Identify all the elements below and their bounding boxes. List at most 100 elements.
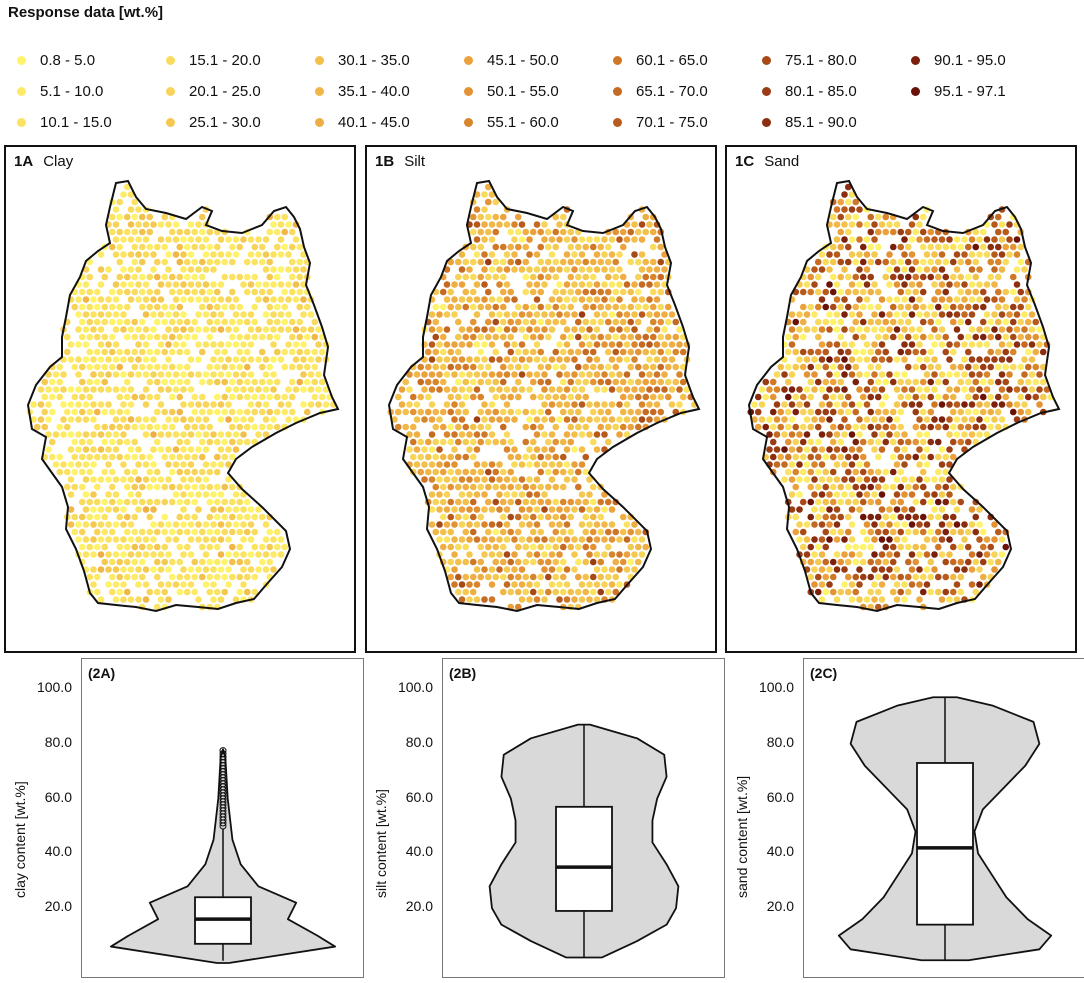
map-point bbox=[991, 266, 998, 273]
map-point bbox=[616, 566, 623, 573]
map-point bbox=[406, 446, 413, 453]
map-point bbox=[195, 266, 202, 273]
map-point bbox=[213, 378, 221, 386]
map-point bbox=[837, 408, 845, 416]
map-point bbox=[593, 566, 601, 573]
map-point bbox=[848, 536, 856, 543]
map-point bbox=[243, 333, 251, 341]
map-point bbox=[417, 363, 425, 371]
map-point bbox=[653, 356, 661, 363]
map-point bbox=[93, 303, 101, 311]
map-point bbox=[578, 266, 586, 273]
map-point bbox=[270, 416, 277, 423]
map-point bbox=[428, 491, 436, 498]
map-point bbox=[908, 281, 916, 288]
map-point bbox=[916, 221, 923, 228]
map-point bbox=[623, 566, 631, 573]
map-point bbox=[270, 251, 277, 258]
map-point bbox=[976, 386, 983, 393]
map-point bbox=[258, 243, 266, 251]
map-point bbox=[217, 566, 225, 573]
map-point bbox=[957, 543, 965, 551]
map-point bbox=[97, 596, 105, 603]
map-point bbox=[469, 558, 477, 566]
map-point bbox=[511, 386, 518, 393]
map-point bbox=[848, 221, 856, 228]
map-point bbox=[75, 446, 82, 453]
map-point bbox=[131, 483, 139, 491]
map-point bbox=[833, 341, 841, 348]
map-point bbox=[949, 348, 957, 356]
map-point bbox=[949, 543, 957, 551]
map-point bbox=[541, 236, 548, 243]
map-point bbox=[469, 318, 477, 326]
map-point bbox=[1006, 311, 1013, 318]
map-point bbox=[919, 333, 927, 341]
map-point bbox=[176, 393, 184, 401]
map-point bbox=[897, 483, 905, 491]
map-point bbox=[315, 371, 322, 378]
map-point bbox=[514, 558, 522, 566]
map-point bbox=[303, 408, 311, 416]
map-point bbox=[537, 528, 545, 536]
map-point bbox=[616, 371, 623, 378]
map-point bbox=[563, 431, 571, 438]
map-point bbox=[157, 521, 165, 528]
map-point bbox=[477, 483, 485, 491]
map-point bbox=[1024, 333, 1032, 341]
map-point bbox=[270, 356, 277, 363]
map-point bbox=[818, 431, 826, 438]
map-point bbox=[157, 476, 165, 483]
map-point bbox=[492, 498, 500, 506]
map-point bbox=[496, 371, 503, 378]
map-point bbox=[976, 536, 983, 543]
map-point bbox=[101, 453, 109, 461]
map-point bbox=[195, 476, 202, 483]
map-point bbox=[221, 528, 229, 536]
map-point bbox=[593, 416, 601, 423]
map-point bbox=[469, 243, 477, 251]
map-point bbox=[458, 596, 466, 603]
map-point bbox=[60, 401, 67, 408]
map-point bbox=[522, 318, 530, 326]
map-point bbox=[492, 333, 500, 341]
map-point bbox=[300, 296, 307, 303]
map-point bbox=[481, 536, 488, 543]
map-point bbox=[616, 536, 623, 543]
map-point bbox=[436, 506, 443, 513]
map-point bbox=[473, 221, 481, 228]
map-point bbox=[874, 348, 882, 356]
map-point bbox=[998, 251, 1006, 258]
map-point bbox=[582, 273, 590, 281]
map-point bbox=[1039, 393, 1047, 401]
map-point bbox=[852, 303, 860, 311]
map-point bbox=[206, 288, 214, 296]
y-axis-label: silt content [wt.%] bbox=[373, 789, 389, 898]
map-point bbox=[972, 258, 980, 266]
map-point bbox=[889, 498, 897, 506]
map-point bbox=[796, 476, 803, 483]
map-point bbox=[281, 543, 289, 551]
map-point bbox=[176, 468, 184, 476]
map-point bbox=[766, 416, 773, 423]
map-point bbox=[417, 408, 425, 416]
map-point bbox=[874, 603, 882, 611]
map-point bbox=[424, 468, 432, 476]
map-point bbox=[916, 281, 923, 288]
map-point bbox=[232, 446, 240, 453]
map-point bbox=[206, 498, 214, 506]
map-point bbox=[183, 483, 191, 491]
map-point bbox=[198, 528, 206, 536]
map-point bbox=[799, 348, 807, 356]
map-point bbox=[522, 243, 530, 251]
map-point bbox=[251, 588, 259, 596]
map-point bbox=[41, 408, 49, 416]
map-point bbox=[398, 386, 406, 393]
map-point bbox=[108, 573, 116, 581]
map-point bbox=[90, 521, 97, 528]
map-point bbox=[1032, 318, 1040, 326]
map-point bbox=[871, 311, 878, 318]
map-point bbox=[867, 588, 875, 596]
map-point bbox=[138, 558, 146, 566]
map-point bbox=[135, 581, 142, 588]
